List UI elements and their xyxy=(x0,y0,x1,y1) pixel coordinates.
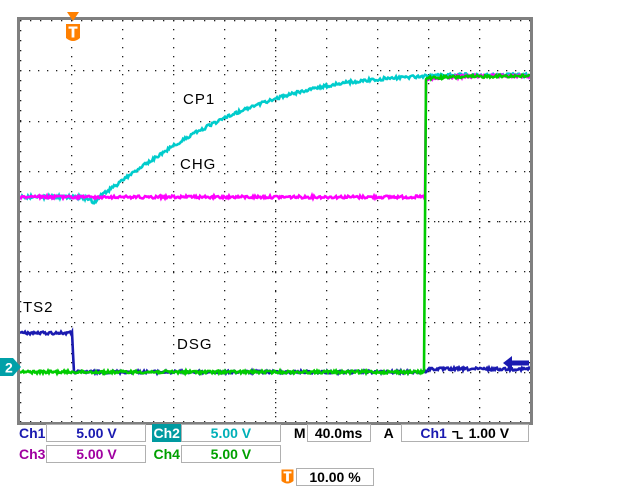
trigger-source: Ch1 xyxy=(420,425,447,441)
trigger-percent-icon xyxy=(281,469,294,484)
spacer xyxy=(281,424,293,442)
ch1-level-arrow[interactable] xyxy=(503,354,529,372)
ch2-ground-icon: 2 xyxy=(0,358,21,376)
ch2-scale-value[interactable]: 5.00 V xyxy=(180,424,281,442)
wave-label-chg: CHG xyxy=(180,156,217,173)
waveform-layer xyxy=(20,71,530,377)
ch1-tag[interactable]: Ch1 xyxy=(19,425,46,441)
ch3-scale-value[interactable]: 5.00 V xyxy=(46,445,147,463)
ch1-scale-value[interactable]: 5.00 V xyxy=(46,424,147,442)
timebase-value[interactable]: 40.0ms xyxy=(306,424,371,442)
wave-label-ts2: TS2 xyxy=(23,299,54,316)
svg-text:2: 2 xyxy=(5,360,13,376)
graticule[interactable]: CP1 CHG TS2 DSG xyxy=(17,17,533,425)
trigger-position-percent[interactable]: 10.00 % xyxy=(296,468,374,486)
trace-dsg xyxy=(20,72,530,377)
readout-bar: Ch1 5.00 V Ch2 5.00 V M 40.0ms A Ch1 1.0… xyxy=(0,424,640,486)
ch2-tag[interactable]: Ch2 xyxy=(152,424,181,442)
ch2-ground-marker[interactable]: 2 xyxy=(0,357,22,377)
readout-row-3: 10.00 % xyxy=(281,468,374,486)
wave-label-cp1: CP1 xyxy=(183,91,216,108)
readout-row-1: Ch1 5.00 V Ch2 5.00 V M 40.0ms A Ch1 1.0… xyxy=(18,424,529,442)
trigger-position-marker[interactable] xyxy=(63,12,83,44)
ch4-scale-value[interactable]: 5.00 V xyxy=(180,445,281,463)
trigger-readout[interactable]: Ch1 1.00 V xyxy=(400,424,529,442)
wave-label-dsg: DSG xyxy=(177,336,213,353)
left-arrow-icon xyxy=(503,356,529,370)
trace-cp1 xyxy=(20,71,530,205)
trace-ts2 xyxy=(20,327,530,377)
spacer xyxy=(371,424,383,442)
ch3-tag[interactable]: Ch3 xyxy=(19,446,46,462)
trace-chg xyxy=(20,72,530,202)
trigger-level: 1.00 V xyxy=(468,425,510,441)
ch4-tag[interactable]: Ch4 xyxy=(153,446,180,462)
timebase-prefix: M xyxy=(293,425,306,441)
trigger-mode-tag: A xyxy=(383,425,394,441)
trigger-t-icon xyxy=(66,12,80,41)
readout-row-2: Ch3 5.00 V Ch4 5.00 V xyxy=(18,445,281,463)
falling-edge-icon xyxy=(451,426,465,442)
